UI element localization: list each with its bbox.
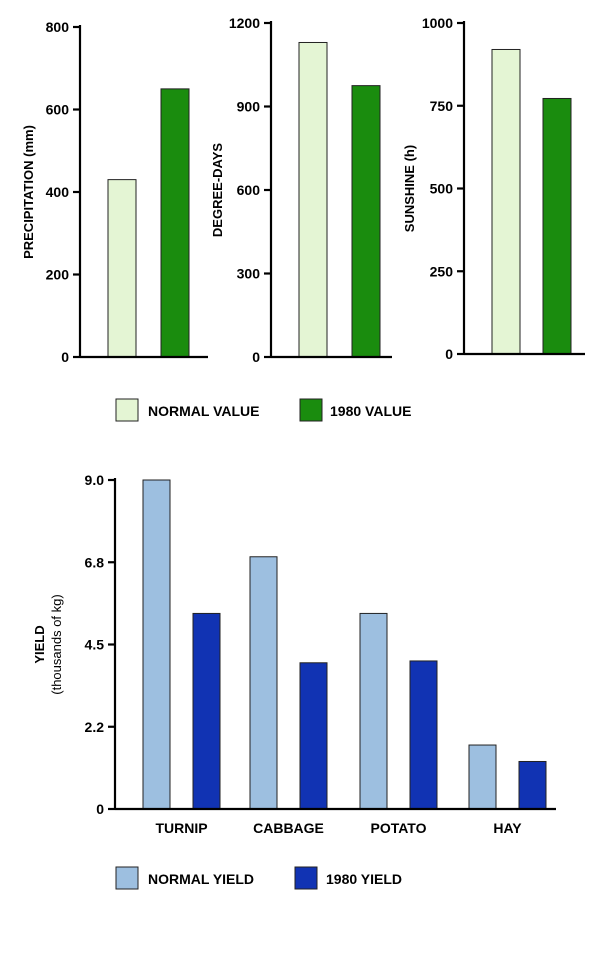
legend-label-1980-value: 1980 VALUE xyxy=(330,403,411,419)
degree-days-y-label: DEGREE-DAYS xyxy=(210,143,225,237)
yield-category-label-cabbage: CABBAGE xyxy=(253,820,324,836)
yield-y-label: YIELD xyxy=(32,625,47,663)
legend-label-normal-yield: NORMAL YIELD xyxy=(148,871,254,887)
degree-days-tick-label: 0 xyxy=(252,349,260,365)
precipitation-mm-tick-label: 600 xyxy=(46,102,70,118)
degree-days-bar-1980-value xyxy=(351,85,381,358)
yield-bar-cabbage-normal-yield xyxy=(249,556,278,810)
yield-y-label-units: (thousands of kg) xyxy=(49,594,64,694)
sunshine-h-tick-label: 1000 xyxy=(422,15,453,31)
legend-swatch-normal-value xyxy=(115,398,139,422)
degree-days-chart: 0 300 600 900 1200 DEGREE-DAYS xyxy=(210,15,392,365)
yield-legend: NORMAL YIELD 1980 YIELD xyxy=(115,866,402,890)
legend-label-normal-value: NORMAL VALUE xyxy=(148,403,259,419)
yield-tick-label: 6.8 xyxy=(85,554,105,570)
precipitation-mm-tick-label: 400 xyxy=(46,184,70,200)
yield-category-label-turnip: TURNIP xyxy=(155,820,207,836)
weather-legend: NORMAL VALUE 1980 VALUE xyxy=(115,398,411,422)
sunshine-h-bar-normal-value xyxy=(491,48,521,355)
yield-bar-hay-1980-yield xyxy=(518,760,547,810)
precipitation-mm-y-label: PRECIPITATION (mm) xyxy=(21,125,36,259)
yield-tick-label: 0 xyxy=(96,801,104,817)
sunshine-h-tick-label: 500 xyxy=(430,181,454,197)
precipitation-mm-tick-label: 0 xyxy=(61,349,69,365)
yield-bar-turnip-normal-yield xyxy=(142,479,171,810)
yield-category-label-potato: POTATO xyxy=(371,820,427,836)
yield-bar-turnip-1980-yield xyxy=(192,612,221,810)
sunshine-h-bar-1980-value xyxy=(542,97,572,355)
precipitation-mm-tick-label: 800 xyxy=(46,19,70,35)
sunshine-chart: 0 250 500 750 1000 SUNSHINE (h) xyxy=(402,15,585,362)
sunshine-h-tick-label: 250 xyxy=(430,263,454,279)
sunshine-h-tick-label: 750 xyxy=(430,98,454,114)
precipitation-mm-bar-1980-value xyxy=(160,88,190,358)
legend-swatch-normal-yield xyxy=(115,866,139,890)
legend-swatch-1980-yield xyxy=(294,866,318,890)
precipitation-mm-bar-normal-value xyxy=(107,179,137,358)
yield-bar-hay-normal-yield xyxy=(468,744,497,810)
yield-tick-label: 2.2 xyxy=(85,719,105,735)
degree-days-tick-label: 600 xyxy=(237,182,261,198)
yield-bar-potato-1980-yield xyxy=(409,660,438,810)
yield-category-label-hay: HAY xyxy=(493,820,522,836)
precipitation-mm-tick-label: 200 xyxy=(46,267,70,283)
yield-tick-label: 4.5 xyxy=(85,637,105,653)
degree-days-tick-label: 900 xyxy=(237,99,261,115)
degree-days-tick-label: 300 xyxy=(237,266,261,282)
sunshine-h-y-label: SUNSHINE (h) xyxy=(402,145,417,232)
legend-swatch-1980-value xyxy=(299,398,323,422)
sunshine-h-tick-label: 0 xyxy=(445,346,453,362)
yield-bar-cabbage-1980-yield xyxy=(299,662,328,810)
yield-tick-label: 9.0 xyxy=(85,472,105,488)
yield-chart: 0 2.2 4.5 6.8 9.0 TURNIP CABBAGE POTATO HAY YIELD… xyxy=(32,472,556,836)
yield-bar-potato-normal-yield xyxy=(359,612,388,810)
legend-label-1980-yield: 1980 YIELD xyxy=(326,871,402,887)
degree-days-tick-label: 1200 xyxy=(229,15,260,31)
degree-days-bar-normal-value xyxy=(298,41,328,358)
precipitation-chart: 0 200 400 600 800 PRECIPITATION (mm) xyxy=(21,19,208,365)
